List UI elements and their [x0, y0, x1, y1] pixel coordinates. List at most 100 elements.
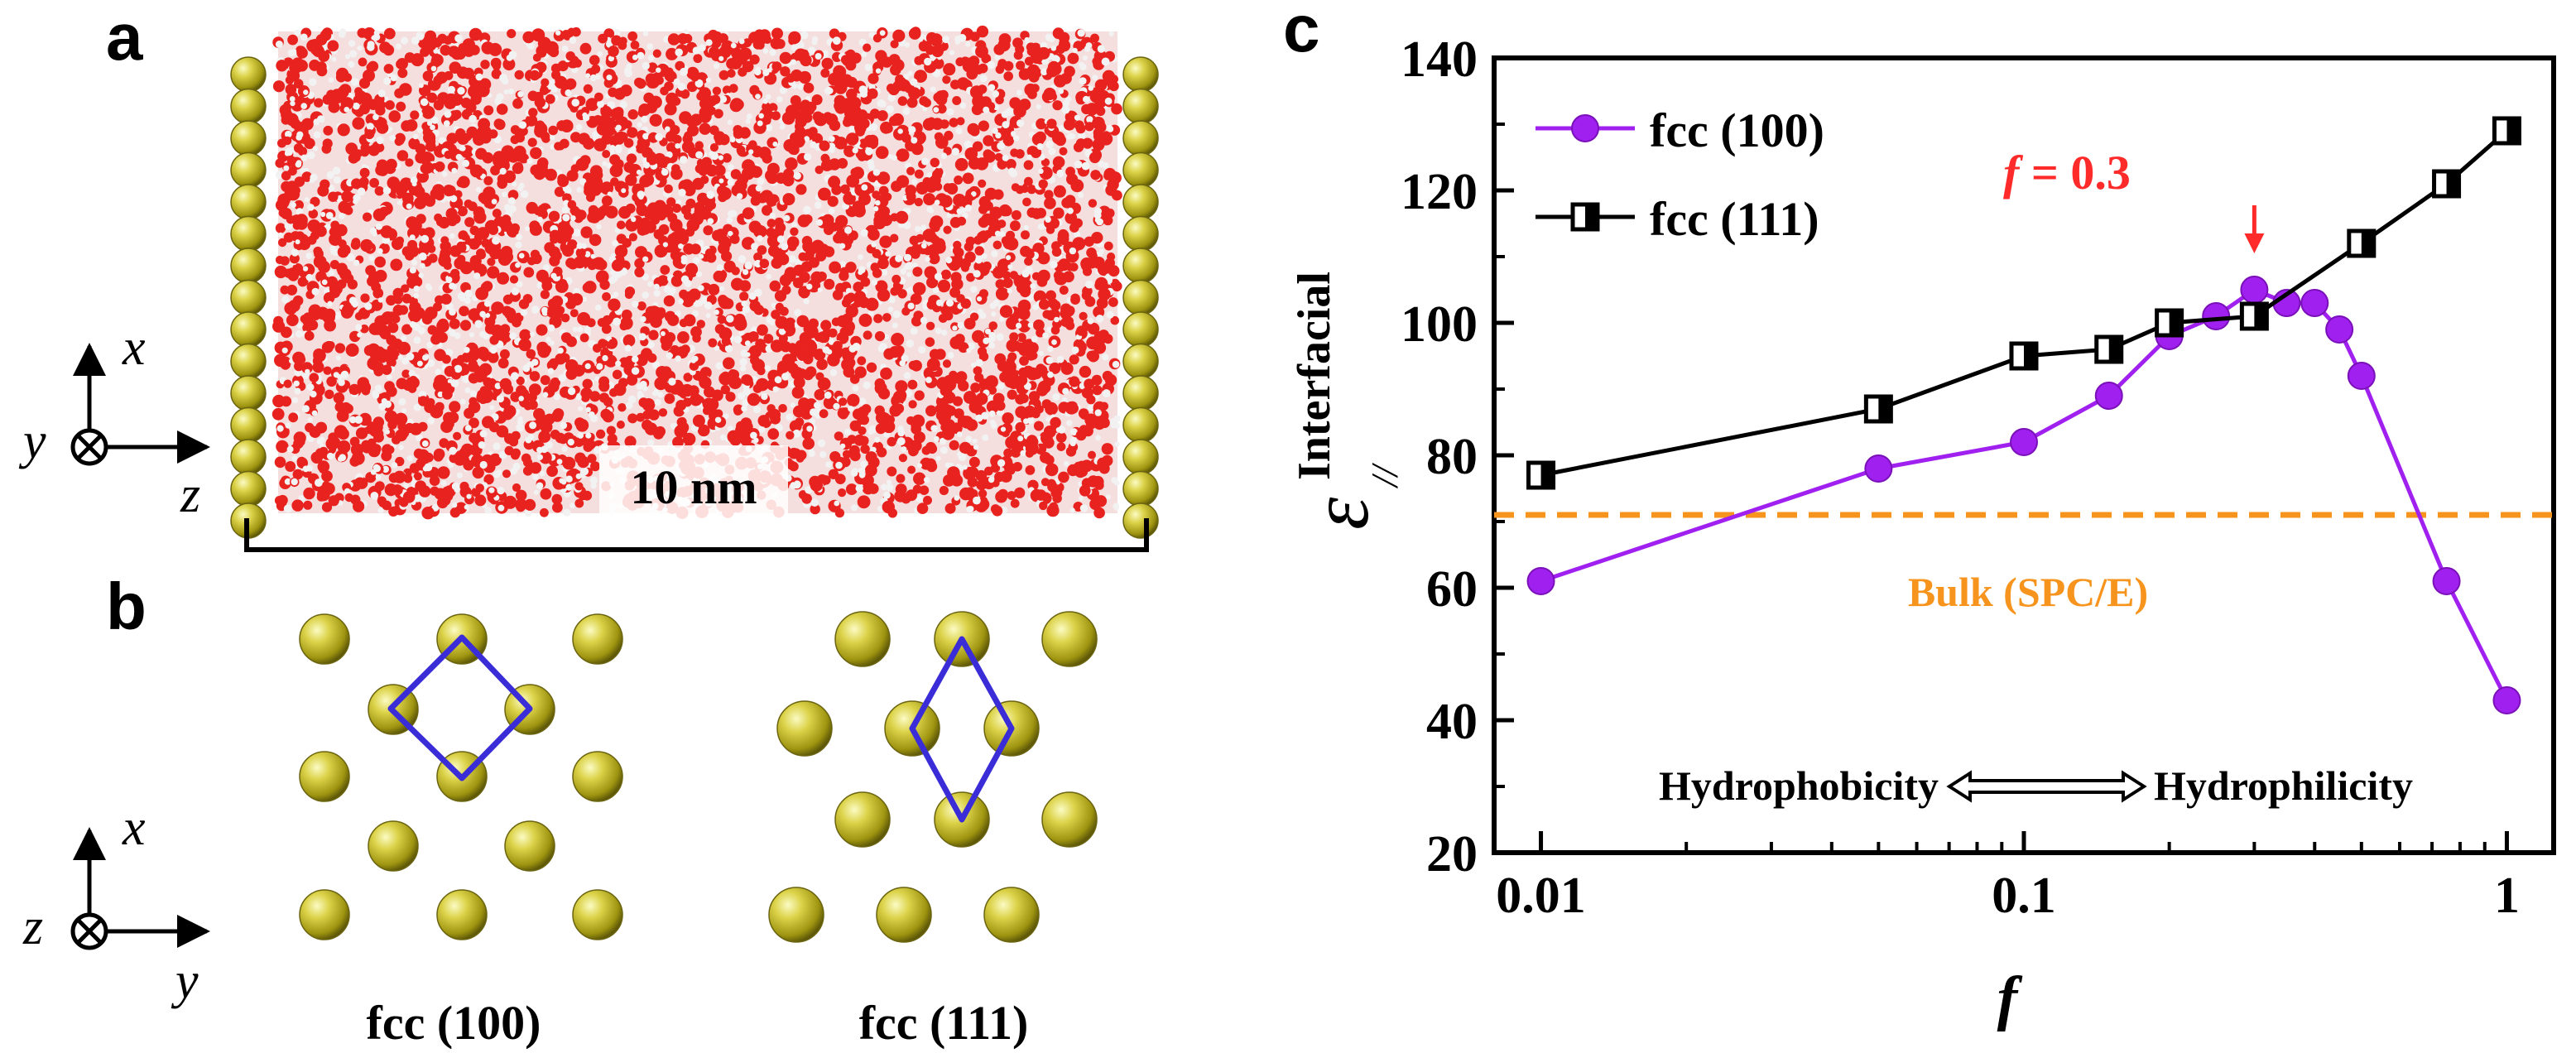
- data-point-fcc100: [2010, 428, 2038, 456]
- panel-a: a 10 nm x y z: [18, 0, 1159, 552]
- data-point-fcc100: [2492, 686, 2521, 714]
- scale-bar-label-box: [599, 445, 788, 523]
- panel-b-axes: x z y: [22, 800, 210, 1009]
- lattice-atom: [299, 751, 350, 802]
- wettability-annotation: Hydrophobicity Hydrophilicity: [1659, 762, 2413, 809]
- lattice-atom: [436, 889, 488, 940]
- legend-item: fcc (111): [1536, 192, 1819, 246]
- y-tick-label: 20: [1426, 826, 1478, 882]
- lattice-atom: [299, 613, 350, 665]
- data-point-fcc100: [2202, 302, 2231, 330]
- panel-b: b fcc (100) fcc (111) x z y: [22, 570, 1098, 1050]
- y-tick-label: 120: [1401, 164, 1478, 220]
- hydrophilicity-label: Hydrophilicity: [2154, 762, 2413, 809]
- wall-atom: [230, 311, 267, 348]
- y-tick-label: 140: [1401, 31, 1478, 88]
- wall-atom: [1122, 375, 1159, 411]
- lattice-atom: [1041, 791, 1098, 848]
- lattice-atom: [504, 820, 555, 872]
- legend-label: fcc (111): [1650, 192, 1819, 246]
- left-electrode-wall: [230, 56, 267, 539]
- wall-atom: [230, 439, 267, 475]
- panel-b-label: b: [106, 570, 147, 643]
- data-point-fcc100: [2347, 362, 2376, 390]
- bulk-reference-label: Bulk (SPC/E): [1908, 569, 2148, 615]
- peak-annotation: f = 0.3: [2003, 146, 2265, 253]
- data-point-fcc100: [2432, 567, 2461, 595]
- lattice-atom: [572, 751, 623, 802]
- y-axis-label: ε // Interfacial: [1289, 272, 1406, 530]
- axis-b-right-label: y: [171, 953, 199, 1009]
- axis-a-into-label: y: [18, 413, 46, 469]
- data-point-fcc111: [2347, 228, 2377, 258]
- chart: 20 40 60 80 100 120 140 0.01 0.1 1 f ε // Interfacial…: [1289, 31, 2556, 1032]
- scale-bar: 10 nm: [244, 445, 1149, 552]
- data-point-fcc111: [2492, 116, 2521, 146]
- wall-atom: [230, 343, 267, 380]
- panel-c: c 20 40 60 80 100 120 140 0.01 0.1 1 f ε // Interfaci…: [1283, 0, 2556, 1032]
- lattice-atom: [983, 887, 1040, 943]
- water-box: [272, 25, 1122, 520]
- panel-c-label: c: [1283, 0, 1320, 65]
- wall-atom: [1122, 56, 1159, 93]
- wall-atom: [1122, 88, 1159, 125]
- wall-atom: [230, 184, 267, 220]
- wall-atom: [1122, 406, 1159, 444]
- x-axis-label: f: [1997, 964, 2023, 1032]
- wall-atom: [230, 120, 267, 156]
- y-axis-label-subscript: //: [1363, 462, 1406, 489]
- lattice-atom: [834, 611, 891, 667]
- legend-label: fcc (100): [1650, 103, 1824, 157]
- wall-atom: [1122, 184, 1159, 220]
- y-axis-label-base: ε: [1294, 497, 1386, 530]
- wall-atom: [230, 88, 267, 125]
- panel-a-axes: x y z: [18, 320, 210, 523]
- peak-annotation-label: f = 0.3: [2003, 146, 2131, 200]
- wall-atom: [230, 151, 267, 189]
- fcc-111-lattice: [768, 611, 1098, 943]
- fcc-111-caption: fcc (111): [859, 996, 1029, 1050]
- legend-item: fcc (100): [1536, 103, 1824, 157]
- x-tick-label: 0.01: [1496, 868, 1586, 924]
- data-point-fcc111: [2155, 308, 2184, 338]
- legend-marker: [1570, 202, 1600, 232]
- data-point-fcc111: [2094, 334, 2124, 364]
- data-point-fcc111: [1526, 460, 1556, 490]
- y-axis-label-superscript: Interfacial: [1289, 272, 1340, 480]
- data-point-fcc100: [2094, 382, 2123, 410]
- lattice-atom: [572, 889, 623, 940]
- wall-atom: [1122, 502, 1159, 539]
- data-point-fcc111: [2009, 341, 2039, 371]
- fcc-100-unit-cell: [387, 634, 533, 781]
- wall-atom: [1122, 311, 1159, 348]
- y-tick-label: 60: [1426, 561, 1478, 618]
- lattice-atom: [876, 887, 932, 943]
- x-tick-label: 0.1: [1992, 868, 2056, 924]
- right-electrode-wall: [1122, 56, 1159, 539]
- panel-a-label: a: [106, 0, 143, 74]
- legend: fcc (100) fcc (111): [1536, 103, 1824, 246]
- y-tick-label: 80: [1426, 429, 1478, 485]
- axis-a-right-label: z: [180, 467, 200, 523]
- data-point-fcc100: [1526, 567, 1555, 595]
- wall-atom: [1122, 279, 1159, 316]
- data-point-fcc111: [1863, 394, 1893, 424]
- fcc-100-caption: fcc (100): [367, 996, 541, 1050]
- wall-atom: [1122, 248, 1159, 284]
- lattice-atom: [572, 613, 623, 665]
- wall-atom: [230, 215, 267, 252]
- data-point-fcc111: [2432, 169, 2462, 199]
- x-tick-label: 1: [2494, 868, 2520, 924]
- wall-atom: [230, 56, 267, 93]
- data-point-fcc100: [2325, 315, 2354, 344]
- wall-atom: [230, 375, 267, 411]
- data-point-fcc100: [1864, 454, 1893, 483]
- lattice-atom: [299, 889, 350, 940]
- wall-atom: [1122, 343, 1159, 380]
- lattice-atom: [834, 791, 891, 848]
- wall-atom: [230, 470, 267, 507]
- fcc-111-unit-cell: [909, 636, 1015, 823]
- lattice-atom: [1041, 611, 1098, 667]
- wall-atom: [1122, 439, 1159, 475]
- wall-atom: [230, 248, 267, 284]
